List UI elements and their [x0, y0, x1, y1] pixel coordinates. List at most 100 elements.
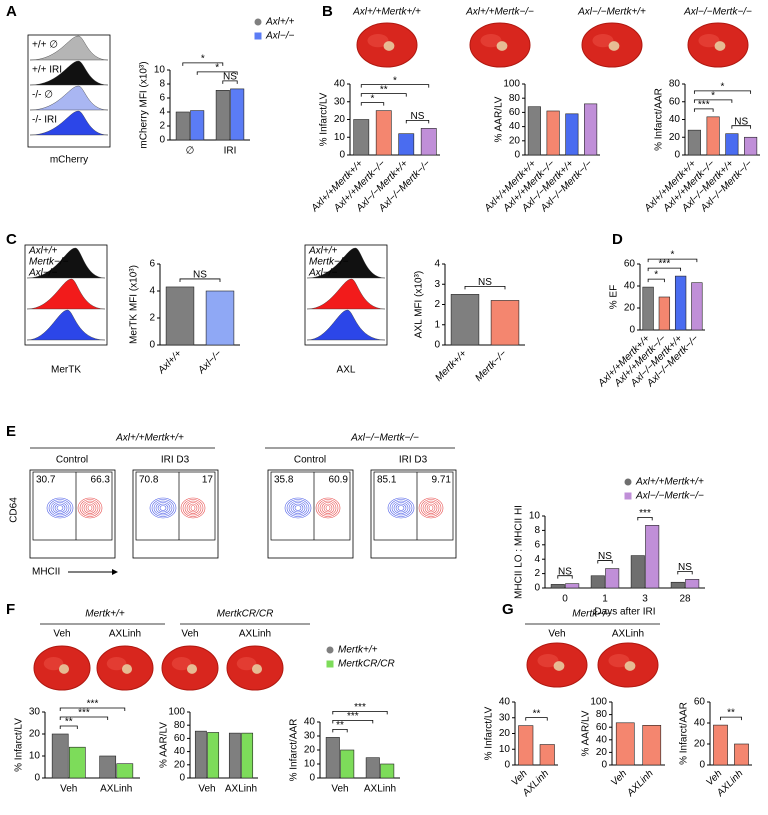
- bar: [546, 110, 560, 156]
- y-tick-label: 4: [434, 259, 440, 270]
- infarct: [121, 664, 133, 674]
- contour: [184, 500, 202, 516]
- condition-label: IRI D3: [161, 455, 190, 466]
- legend-label: Axl+/+: [265, 17, 295, 28]
- histogram-label: Axl+/+: [308, 246, 338, 257]
- contour: [52, 502, 68, 514]
- bar: [380, 763, 395, 779]
- histogram-peak: [26, 278, 106, 310]
- y-tick-label: 0: [309, 773, 315, 784]
- condition-label: Veh: [548, 629, 565, 640]
- y-tick-label: 10: [334, 132, 346, 143]
- significance-label: *: [201, 54, 205, 65]
- y-tick-label: 4: [149, 286, 155, 297]
- contour: [180, 497, 206, 519]
- genotype-label: Axl−/−Mertk+/+: [577, 7, 646, 18]
- x-tick-label: Mertk+/+: [433, 348, 469, 384]
- significance-label: NS: [193, 270, 207, 281]
- contour: [56, 505, 64, 511]
- significance-label: ***: [659, 259, 671, 270]
- significance-label: ***: [639, 508, 651, 519]
- bar: [605, 568, 620, 589]
- y-tick-label: 2: [149, 313, 155, 324]
- contour: [46, 497, 74, 519]
- contour: [420, 499, 442, 517]
- significance-bracket: [597, 560, 613, 564]
- condition-label: Veh: [181, 629, 198, 640]
- y-tick-label: 3: [434, 279, 440, 290]
- y-tick-label: 30: [334, 96, 346, 107]
- significance-label: NS: [223, 72, 237, 83]
- y-tick-label: 40: [499, 697, 511, 708]
- bar: [228, 732, 241, 779]
- histogram-label: +/+ ∅: [32, 40, 58, 51]
- x-tick-label: Mertk−/−: [473, 348, 509, 384]
- y-axis-label: % Infarct/LV: [484, 706, 495, 760]
- y-tick-label: 0: [601, 760, 607, 771]
- y-tick-label: 20: [499, 728, 511, 739]
- contour: [87, 505, 93, 511]
- legend-marker: [326, 646, 334, 654]
- contour: [157, 503, 169, 513]
- y-tick-label: 100: [503, 79, 520, 90]
- significance-label: *: [215, 63, 219, 74]
- significance-bracket: [557, 575, 573, 579]
- heart-highlight: [480, 34, 502, 48]
- y-tick-label: 10: [154, 65, 166, 76]
- infarct: [553, 661, 565, 671]
- heart-highlight: [537, 654, 559, 668]
- histogram-frame: [24, 244, 108, 346]
- y-tick-label: 40: [509, 121, 521, 132]
- bar: [630, 555, 645, 589]
- y-axis-label: % Infarct/AAR: [654, 88, 665, 151]
- group-label: Mertk+/+: [85, 609, 125, 620]
- contour: [186, 502, 200, 514]
- contour: [428, 505, 434, 511]
- bar: [734, 743, 749, 766]
- bar: [642, 286, 654, 331]
- histogram-label: Mertk−/−: [29, 257, 69, 268]
- contour: [286, 499, 310, 517]
- x-tick-label: Veh: [198, 784, 215, 795]
- bar: [194, 730, 207, 779]
- x-tick-label: AXLinh: [624, 768, 656, 800]
- y-tick-label: 60: [174, 733, 186, 744]
- group-label: Axl−/−Mertk−/−: [350, 433, 419, 444]
- y-tick-label: 80: [509, 93, 521, 104]
- y-tick-label: 6: [149, 259, 155, 270]
- bar: [398, 133, 415, 156]
- significance-label: *: [393, 75, 397, 86]
- bar: [744, 136, 758, 156]
- y-tick-label: 8: [159, 79, 165, 90]
- significance-bracket: [720, 716, 742, 721]
- significance-label: *: [711, 90, 715, 101]
- panel-letter: E: [6, 423, 16, 440]
- bar: [691, 282, 703, 331]
- histogram-frame: [27, 34, 111, 148]
- legend-label: Axl−/−: [265, 31, 295, 42]
- y-tick-label: 0: [514, 150, 520, 161]
- heart-highlight: [367, 34, 389, 48]
- histogram-peak: [306, 309, 386, 341]
- x-tick-label: Veh: [609, 768, 629, 788]
- bar: [645, 525, 660, 589]
- significance-label: *: [671, 250, 675, 261]
- axis-label: mCherry: [50, 155, 88, 166]
- y-axis-label: % Infarct/LV: [14, 718, 25, 772]
- contour: [424, 502, 438, 514]
- y-tick-label: 20: [596, 747, 608, 758]
- significance-bracket: [647, 278, 665, 283]
- contour: [418, 497, 444, 519]
- x-tick-label: Axl+/+: [155, 348, 184, 377]
- bar: [565, 583, 580, 589]
- contour: [288, 500, 308, 516]
- bar: [584, 103, 598, 156]
- significance-label: **: [336, 720, 344, 731]
- infarct: [714, 41, 726, 51]
- y-tick-label: 4: [159, 107, 165, 118]
- significance-bracket: [360, 84, 430, 88]
- significance-bracket: [693, 108, 714, 112]
- y-tick-label: 60: [694, 697, 706, 708]
- legend-label: Axl−/−Mertk−/−: [635, 491, 704, 502]
